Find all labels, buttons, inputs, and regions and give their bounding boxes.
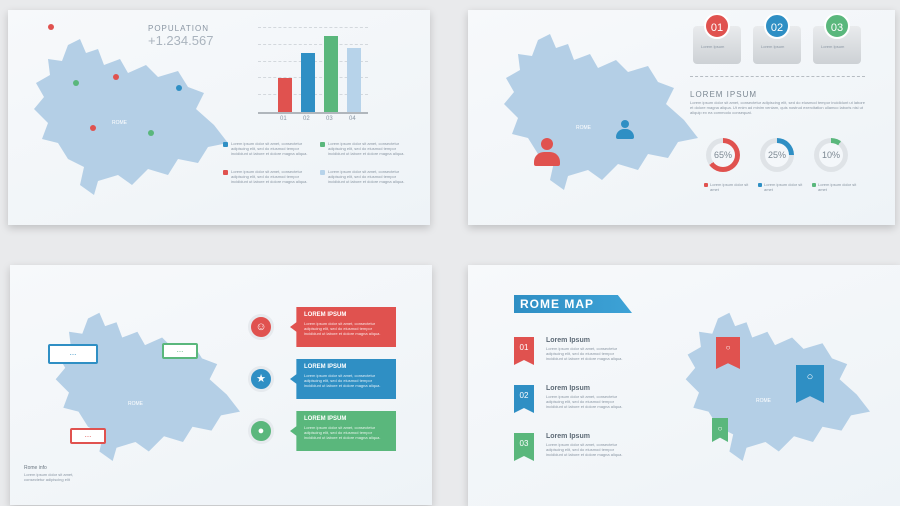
slide-population[interactable]: ROME POPULATION +1.234.567 01 02 03 04 Lore… [8,10,430,225]
chat-bubble[interactable]: ... [70,428,106,444]
card-label: Lorem Ipsum [821,44,845,49]
legend-swatch [704,183,708,187]
map-marker[interactable] [90,125,96,131]
info-box[interactable]: LOREM IPSUM Lorem ipsum dolor sit amet, c… [290,411,396,451]
legend-swatch [758,183,762,187]
bar-04[interactable] [347,48,361,112]
x-tick-label: 02 [303,116,310,122]
person-icon [534,138,560,168]
number-badge: 01 [704,13,730,39]
info-box[interactable]: LOREM IPSUM Lorem ipsum dolor sit amet, c… [290,359,396,399]
star-icon: ★ [248,366,274,392]
box-title: LOREM IPSUM [304,416,347,422]
donut-label: 25% [765,143,789,167]
donut-chart: 10% [814,138,848,172]
map-label: ROME [112,120,127,126]
legend-text: Lorem ipsum dolor sit amet, consectetur … [328,141,405,156]
x-tick-label: 04 [349,116,356,122]
donut-label: 65% [711,143,735,167]
box-text: Lorem ipsum dolor sit amet, consectetur … [304,373,381,388]
box-title: LOREM IPSUM [304,312,347,318]
gridline [258,27,368,28]
rome-map [34,39,228,195]
rome-map [504,34,698,190]
rome-map [55,312,240,461]
number-badge: 03 [824,13,850,39]
number-badge: 02 [764,13,790,39]
gridline [258,43,368,45]
footer-text: Lorem ipsum dolor sit amet, consectetur … [24,472,74,482]
number-ribbon: 01 [514,337,534,365]
divider [690,76,865,77]
slide-title: ROME MAP [514,295,632,313]
slide-rome-map[interactable]: ROME MAP 01 Lorem Ipsum Lorem ipsum dolor … [468,265,900,506]
map-label: ROME [756,398,771,404]
donut-caption: Lorem ipsum dolor sit amet [764,182,803,192]
bar-03[interactable] [324,36,338,112]
legend-swatch [320,142,325,147]
slide-info-boxes[interactable]: ROME ... ... ... ☺ LOREM IPSUM Lorem ipsum… [10,265,432,505]
x-axis: 01 02 03 04 [258,116,368,126]
item-text: Lorem ipsum dolor sit amet, consectetur … [546,394,623,409]
legend-swatch [320,170,325,175]
location-pin-icon: ● [248,418,274,444]
donut-caption: Lorem ipsum dolor sit amet [710,182,749,192]
user-icon: ☺ [248,314,274,340]
bar-01[interactable] [278,78,292,112]
map-label: ROME [128,401,143,407]
map-marker[interactable] [176,85,182,91]
map-marker[interactable] [73,80,79,86]
item-text: Lorem ipsum dolor sit amet, consectetur … [546,442,623,457]
map-label: ROME [576,125,591,131]
donut-chart: 65% [706,138,740,172]
map-marker[interactable] [48,24,54,30]
section-body: Lorem ipsum dolor sit amet, consectetur … [690,100,865,115]
donut-caption: Lorem ipsum dolor sit amet [818,182,857,192]
card-label: Lorem Ipsum [701,44,725,49]
section-heading: LOREM IPSUM [690,90,758,99]
legend-swatch [223,142,228,147]
map-marker[interactable] [113,74,119,80]
map-marker[interactable] [148,130,154,136]
legend-swatch [223,170,228,175]
rome-map [685,312,870,461]
population-title: POPULATION [148,24,209,33]
info-box[interactable]: LOREM IPSUM Lorem ipsum dolor sit amet, c… [290,307,396,347]
bar-chart [258,27,368,114]
map-ribbon-marker[interactable]: ○ [712,418,728,442]
item-title: Lorem Ipsum [546,385,590,392]
population-value: +1.234.567 [148,33,214,48]
box-text: Lorem ipsum dolor sit amet, consectetur … [304,425,381,440]
donut-label: 10% [819,143,843,167]
card-label: Lorem Ipsum [761,44,785,49]
footer-title: Rome info [24,465,47,471]
item-title: Lorem Ipsum [546,337,590,344]
number-ribbon: 03 [514,433,534,461]
item-text: Lorem ipsum dolor sit amet, consectetur … [546,346,623,361]
x-tick-label: 03 [326,116,333,122]
person-icon [616,120,634,142]
box-text: Lorem ipsum dolor sit amet, consectetur … [304,321,381,336]
chat-bubble[interactable]: ... [162,343,198,359]
legend-text: Lorem ipsum dolor sit amet, consectetur … [328,169,405,184]
number-ribbon: 02 [514,385,534,413]
item-title: Lorem Ipsum [546,433,590,440]
list-item: Lorem Ipsum Lorem ipsum dolor sit amet, c… [546,337,624,361]
legend-text: Lorem ipsum dolor sit amet, consectetur … [231,169,308,184]
list-item: Lorem Ipsum Lorem ipsum dolor sit amet, c… [546,433,624,457]
donut-chart: 25% [760,138,794,172]
legend-text: Lorem ipsum dolor sit amet, consectetur … [231,141,308,156]
bar-02[interactable] [301,53,315,112]
x-tick-label: 01 [280,116,287,122]
legend-swatch [812,183,816,187]
box-title: LOREM IPSUM [304,364,347,370]
chat-bubble[interactable]: ... [48,344,98,364]
slide-stats[interactable]: ROME Lorem Ipsum 01 Lorem Ipsum 02 Lorem Ips… [468,10,895,225]
list-item: Lorem Ipsum Lorem ipsum dolor sit amet, c… [546,385,624,409]
